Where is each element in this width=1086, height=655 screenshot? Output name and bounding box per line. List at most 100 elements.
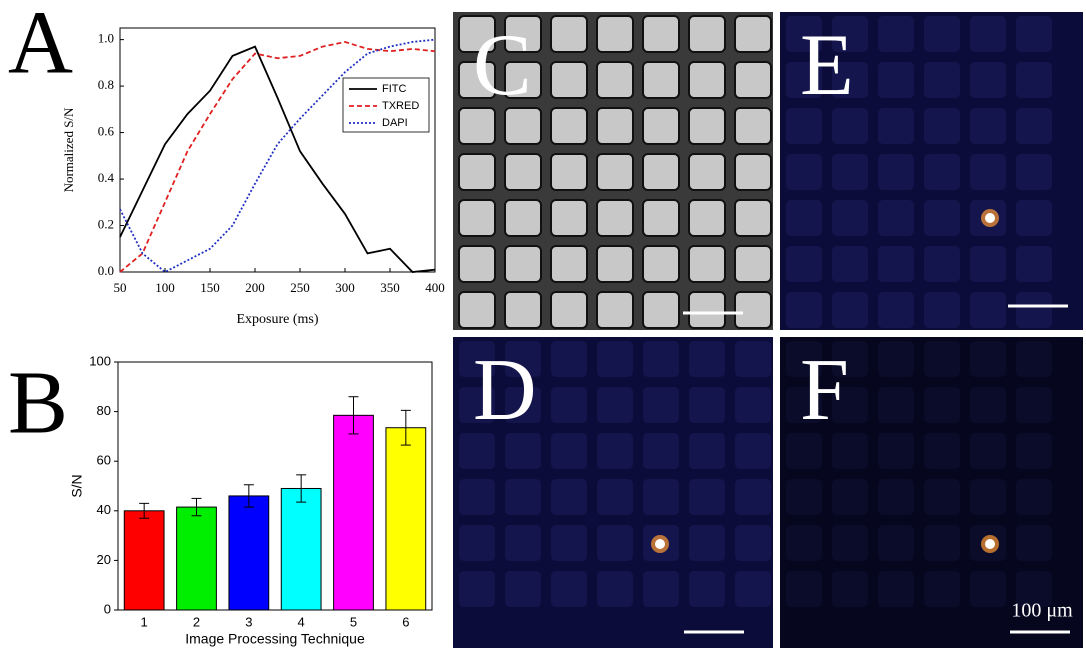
well [1016,525,1052,561]
well [735,16,771,52]
well [735,387,771,423]
well [1016,341,1052,377]
well [878,246,914,282]
well [597,108,633,144]
well [551,62,587,98]
well [689,571,725,607]
well [597,571,633,607]
well [970,108,1006,144]
well [689,387,725,423]
bar [229,496,269,610]
y-tick-label: 60 [97,453,111,468]
well [689,341,725,377]
well [786,154,822,190]
well [878,525,914,561]
x-axis-label: Image Processing Technique [185,631,365,647]
well [924,200,960,236]
panel-label: C [473,17,532,114]
legend-label: TXRED [382,100,419,112]
panel-label: D [473,342,537,439]
x-tick-label: 3 [245,614,252,629]
well [689,525,725,561]
well [689,200,725,236]
well [924,387,960,423]
well [597,387,633,423]
y-tick-label: 0 [104,601,111,616]
well [551,246,587,282]
cell [985,539,995,549]
x-tick-label: 300 [335,280,355,295]
well [832,292,868,328]
well [459,479,495,515]
well [689,246,725,282]
y-tick-label: 20 [97,552,111,567]
well [689,292,725,328]
well [735,154,771,190]
well [924,292,960,328]
well [551,200,587,236]
well [551,108,587,144]
well [924,571,960,607]
well [970,571,1006,607]
well [924,433,960,469]
well [597,479,633,515]
well [878,433,914,469]
well [551,479,587,515]
well [735,479,771,515]
well [735,525,771,561]
well [459,571,495,607]
x-tick-label: 200 [245,280,265,295]
y-axis-label: Normalized S/N [61,107,76,192]
well [924,479,960,515]
well [1016,387,1052,423]
well [878,154,914,190]
well [832,525,868,561]
well [735,62,771,98]
well [1016,479,1052,515]
x-tick-label: 350 [380,280,400,295]
well [551,571,587,607]
well [459,525,495,561]
well [970,246,1006,282]
well [643,571,679,607]
well [832,571,868,607]
well [505,200,541,236]
well [459,200,495,236]
well [970,387,1006,423]
x-tick-label: 2 [193,614,200,629]
bar [334,415,374,610]
y-tick-label: 0.4 [98,170,115,185]
well [878,292,914,328]
well [643,200,679,236]
well [970,62,1006,98]
well [505,292,541,328]
well [970,154,1006,190]
well [970,341,1006,377]
well [551,433,587,469]
x-tick-label: 150 [200,280,220,295]
well [643,292,679,328]
well [878,200,914,236]
x-tick-label: 100 [155,280,175,295]
axes-frame [120,28,435,272]
y-tick-label: 1.0 [98,31,114,46]
y-tick-label: 100 [89,353,111,368]
well [643,433,679,469]
well [970,479,1006,515]
image-panel: C [453,12,773,330]
well [924,62,960,98]
y-tick-label: 40 [97,502,111,517]
panel-label: A [8,0,73,93]
well [924,108,960,144]
bar [386,428,426,610]
well [551,154,587,190]
well [735,246,771,282]
well [924,246,960,282]
x-tick-label: 4 [298,614,305,629]
x-tick-label: 1 [141,614,148,629]
bar [177,507,217,610]
well [1016,154,1052,190]
line-series [120,42,435,272]
well [643,16,679,52]
panel-label: B [8,354,68,453]
